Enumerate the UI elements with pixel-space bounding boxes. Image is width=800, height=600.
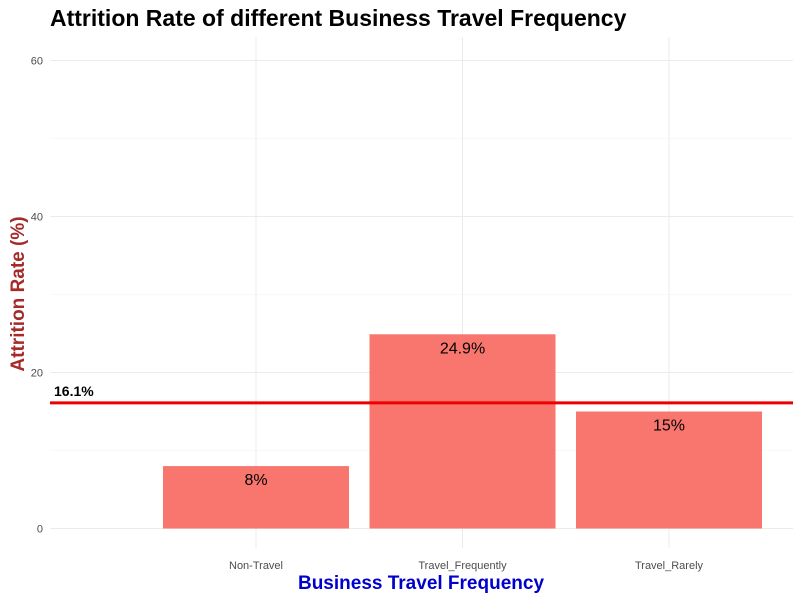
- y-tick-label: 20: [31, 368, 43, 380]
- x-tick-label: Travel_Rarely: [635, 560, 704, 572]
- bar-value-label: 15%: [653, 418, 685, 435]
- x-tick-label: Travel_Frequently: [418, 560, 507, 572]
- x-tick-label: Non-Travel: [229, 560, 283, 572]
- bar-labels: 8% 24.9% 15%: [244, 340, 685, 489]
- chart-title: Attrition Rate of different Business Tra…: [50, 5, 627, 31]
- reference-line-label: 16.1%: [54, 383, 94, 399]
- bar: [163, 466, 349, 529]
- y-tick-label: 60: [31, 56, 43, 68]
- x-axis-label: Business Travel Frequency: [298, 573, 544, 594]
- y-tick-label: 40: [31, 212, 43, 224]
- bar-value-label: 24.9%: [440, 340, 485, 357]
- x-axis-ticks: Non-Travel Travel_Frequently Travel_Rarely: [229, 560, 704, 572]
- bar: [576, 411, 762, 529]
- bar-value-label: 8%: [244, 472, 267, 489]
- bar: [369, 334, 556, 529]
- bars: [163, 334, 762, 529]
- y-axis-label: Attrition Rate (%): [8, 216, 29, 371]
- y-axis-ticks: 0 20 40 60: [31, 56, 43, 536]
- y-tick-label: 0: [37, 524, 43, 536]
- reference-line-group: 16.1%: [50, 383, 793, 405]
